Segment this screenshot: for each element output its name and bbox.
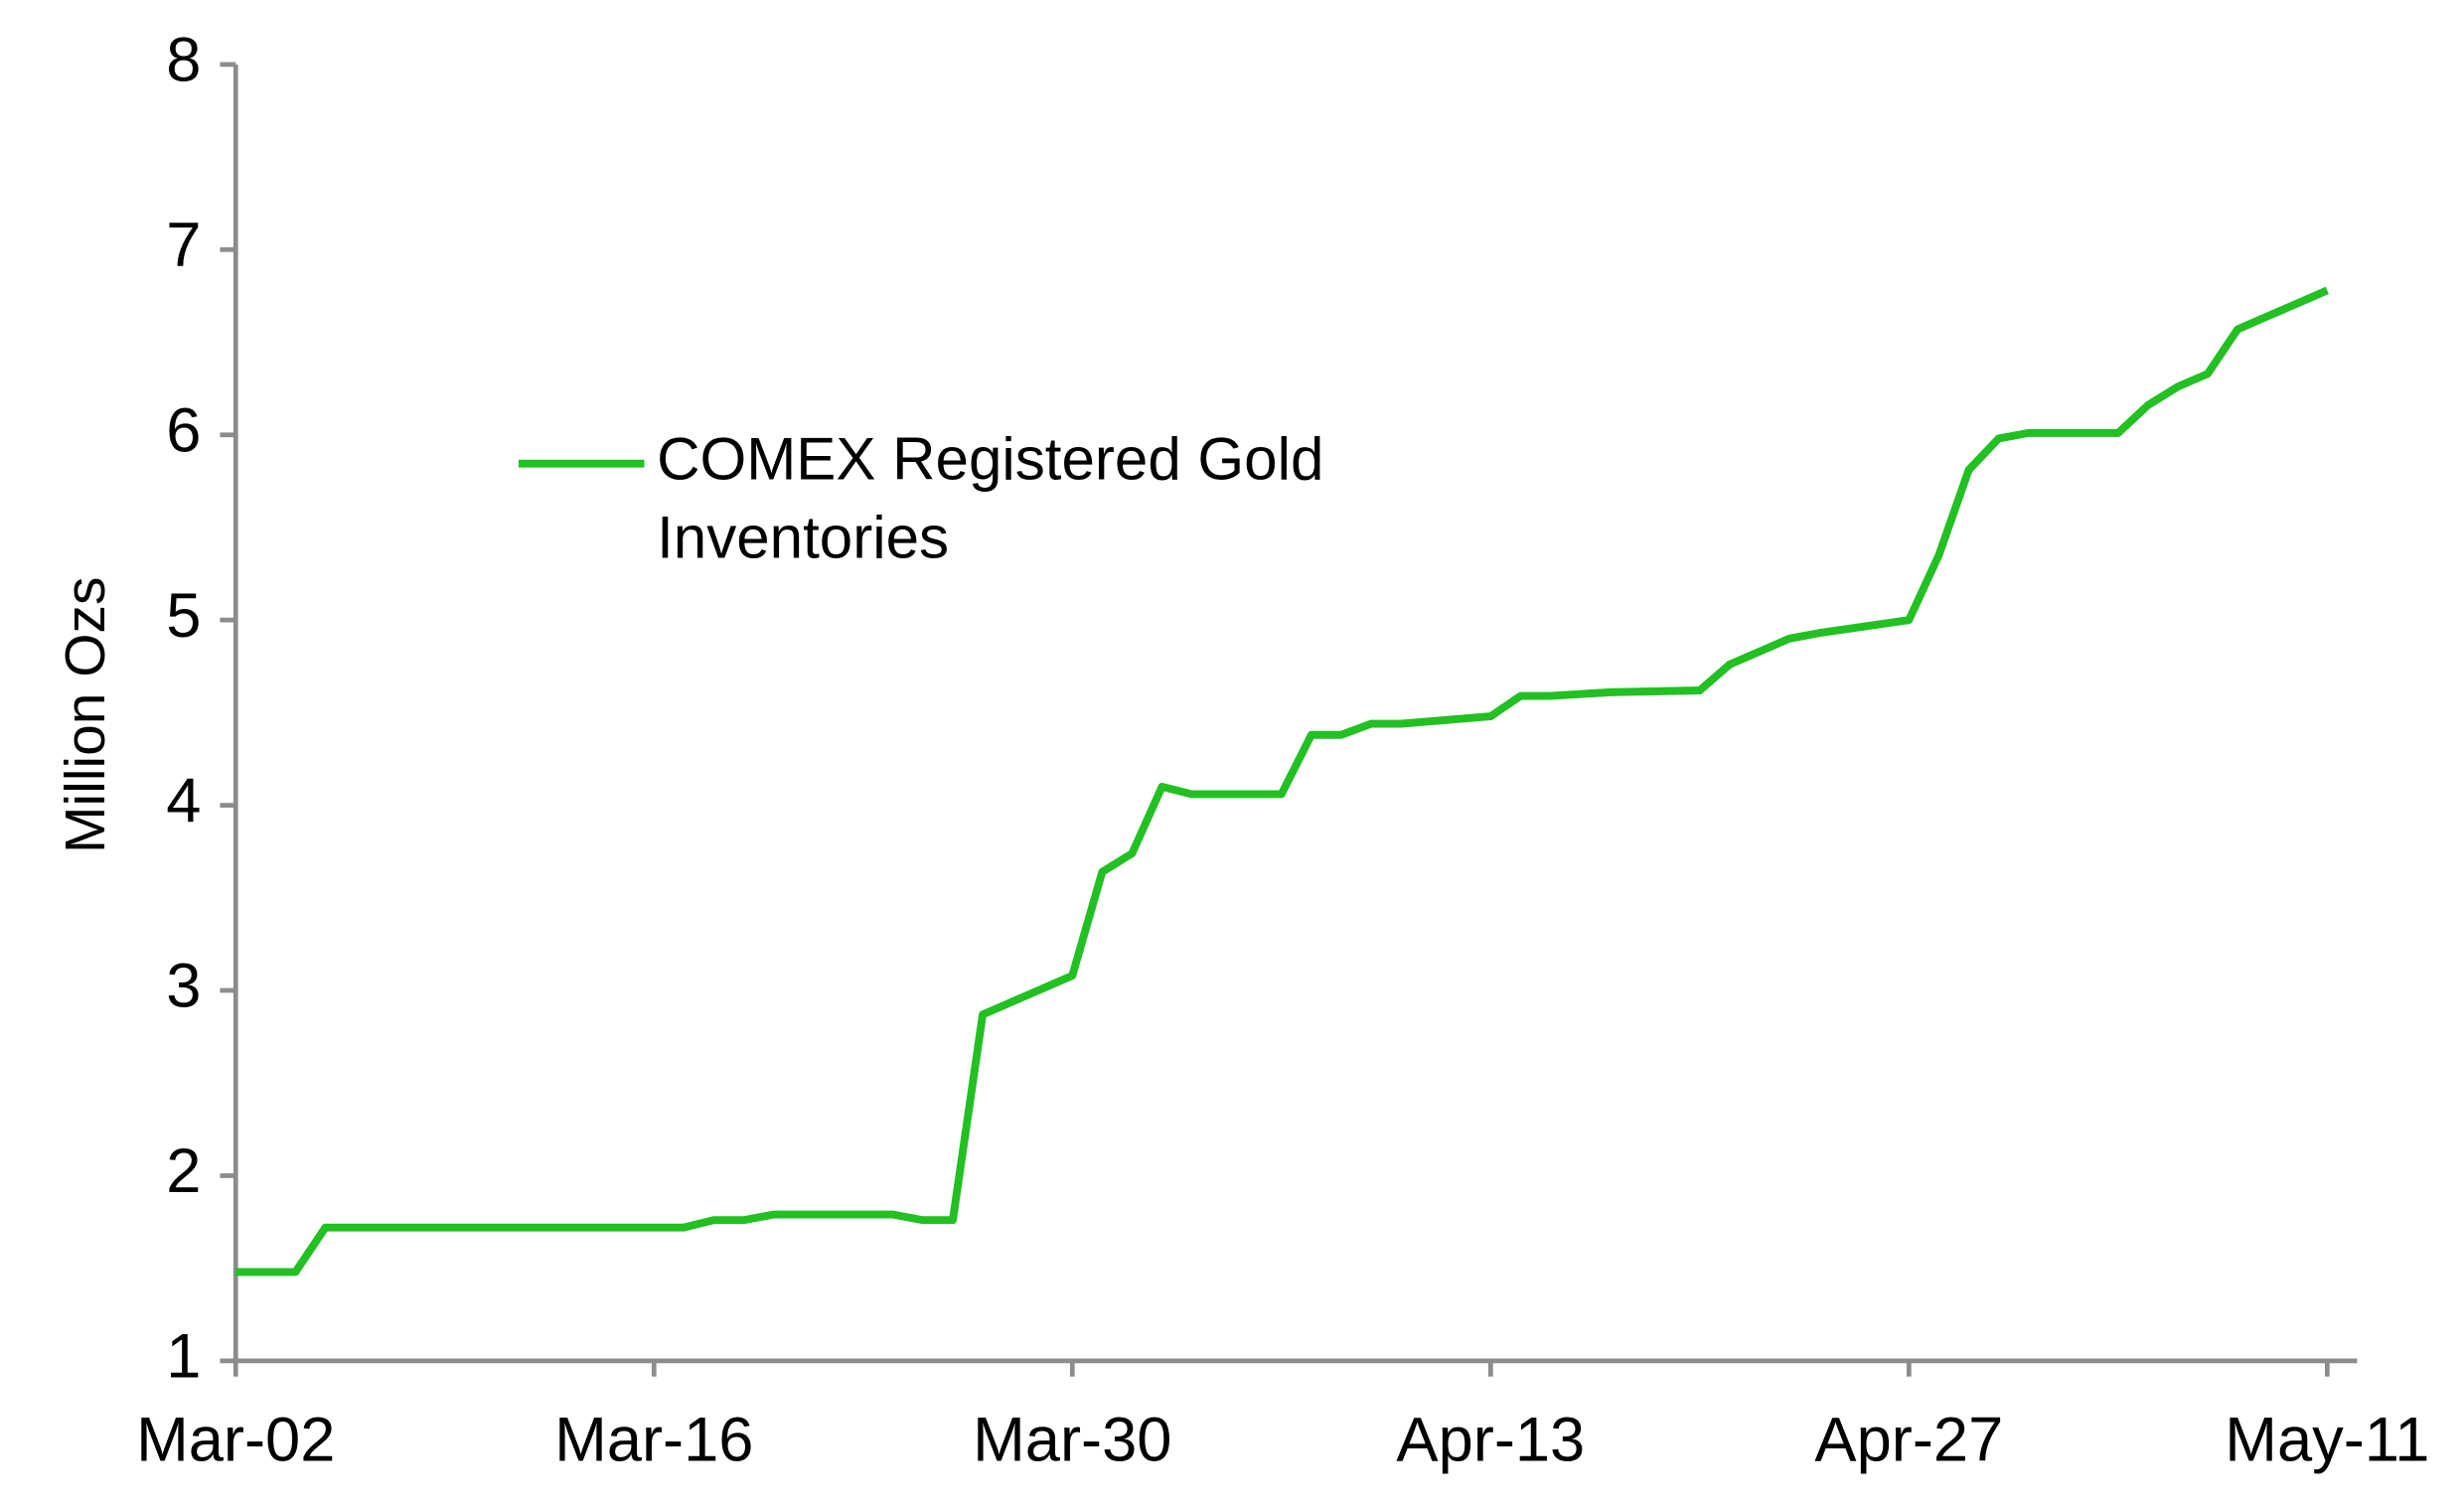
legend-label: COMEX Registered Gold Inventories — [657, 426, 1323, 571]
y-tick-label: 2 — [166, 1136, 201, 1206]
x-tick-label: Mar-16 — [554, 1405, 753, 1474]
x-tick-label: Mar-30 — [973, 1405, 1171, 1474]
y-tick-label: 8 — [166, 26, 201, 95]
y-tick-label: 5 — [166, 581, 201, 651]
y-tick-label: 1 — [166, 1322, 201, 1392]
x-tick-label: Apr-27 — [1814, 1405, 2003, 1474]
data-line — [235, 286, 2329, 1277]
y-tick-label: 4 — [166, 766, 201, 835]
y-tick-label: 6 — [166, 395, 201, 465]
y-axis-label: Million Ozs — [54, 577, 117, 853]
x-tick-label: May-11 — [2225, 1405, 2429, 1474]
x-tick-label: Apr-13 — [1396, 1405, 1585, 1474]
x-tick-label: Mar-02 — [136, 1405, 335, 1474]
y-tick-label: 7 — [166, 211, 201, 280]
y-tick-label: 3 — [166, 952, 201, 1021]
